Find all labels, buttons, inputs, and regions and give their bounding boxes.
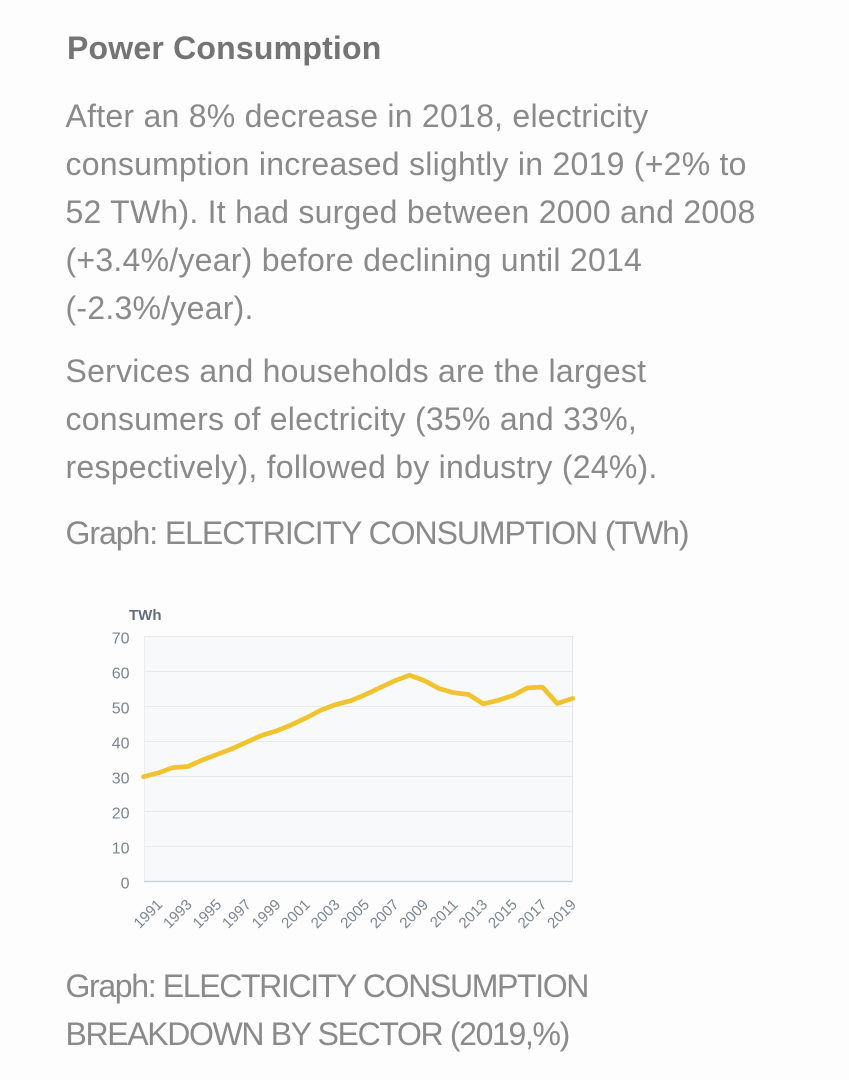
- svg-text:60: 60: [112, 666, 130, 683]
- svg-text:2011: 2011: [427, 896, 462, 931]
- svg-text:2019: 2019: [544, 896, 580, 932]
- svg-text:2003: 2003: [308, 896, 344, 932]
- svg-text:2013: 2013: [456, 896, 492, 932]
- svg-text:1995: 1995: [190, 896, 226, 932]
- svg-text:40: 40: [112, 736, 130, 753]
- svg-text:TWh: TWh: [129, 607, 161, 624]
- svg-text:2017: 2017: [515, 896, 551, 932]
- svg-text:2001: 2001: [278, 896, 314, 932]
- svg-text:1993: 1993: [160, 896, 196, 932]
- svg-text:2005: 2005: [337, 896, 373, 932]
- svg-text:70: 70: [112, 631, 130, 648]
- svg-text:30: 30: [112, 771, 130, 788]
- svg-text:50: 50: [112, 701, 130, 718]
- svg-text:1991: 1991: [131, 896, 167, 932]
- svg-text:1999: 1999: [249, 896, 285, 932]
- svg-text:20: 20: [112, 806, 130, 823]
- svg-text:1997: 1997: [219, 896, 255, 932]
- svg-text:10: 10: [112, 841, 130, 858]
- svg-text:2015: 2015: [485, 896, 521, 932]
- svg-text:0: 0: [121, 876, 130, 893]
- svg-text:2009: 2009: [396, 896, 432, 932]
- svg-text:2007: 2007: [367, 896, 403, 932]
